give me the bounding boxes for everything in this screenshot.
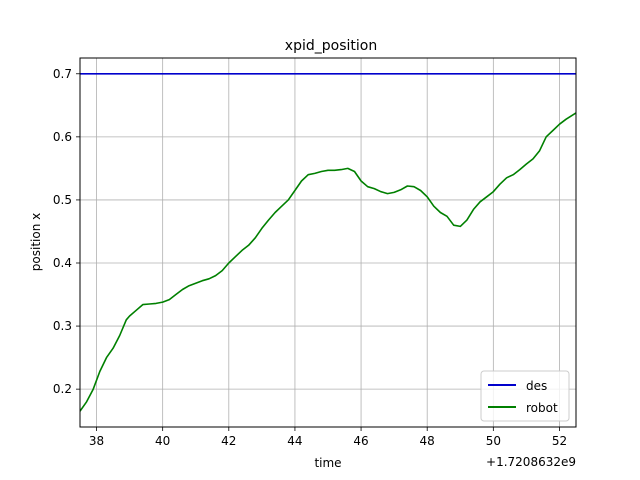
legend: des robot — [480, 370, 570, 422]
series-layer — [80, 73, 576, 412]
legend-label-des: des — [526, 379, 547, 393]
x-tick-label: 42 — [221, 434, 236, 448]
y-axis-label: position x — [29, 213, 43, 271]
x-tick-label: 44 — [287, 434, 302, 448]
y-tick-label: 0.7 — [53, 67, 72, 81]
x-tick-label: 46 — [353, 434, 368, 448]
y-tick-label: 0.5 — [53, 193, 72, 207]
legend-label-robot: robot — [526, 401, 558, 415]
x-axis-offset-label: +1.7208632e9 — [486, 455, 576, 469]
x-axis-label: time — [314, 456, 341, 470]
y-tick-label: 0.4 — [53, 256, 72, 270]
series-line-robot — [80, 112, 576, 412]
x-tick-label: 52 — [552, 434, 567, 448]
y-tick-label: 0.3 — [53, 319, 72, 333]
x-tick-label: 48 — [420, 434, 435, 448]
x-tick-label: 40 — [155, 434, 170, 448]
x-tick-label: 50 — [486, 434, 501, 448]
y-tick-label: 0.6 — [53, 130, 72, 144]
y-tick-label: 0.2 — [53, 382, 72, 396]
x-tick-label: 38 — [89, 434, 104, 448]
chart-title: xpid_position — [285, 38, 377, 54]
plot-frame — [79, 57, 577, 428]
axis-ticks: 38 40 42 44 46 48 50 52 0.2 0.3 0.4 0.5 0.6 0.7 — [53, 67, 567, 448]
legend-box — [480, 370, 570, 422]
